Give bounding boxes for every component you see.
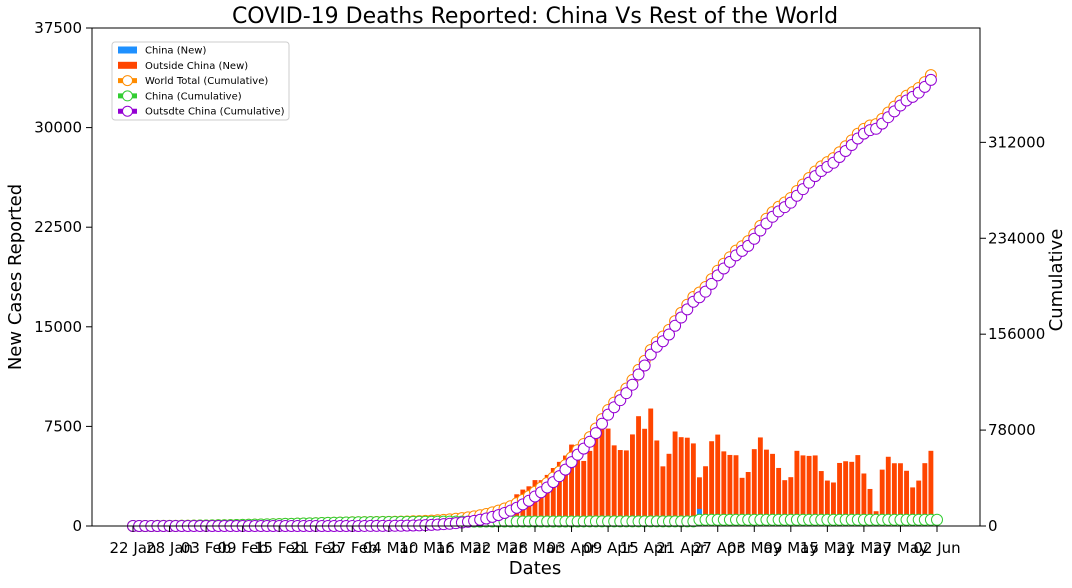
bar-outside-china-new (624, 450, 629, 526)
legend-swatch-china-new (118, 47, 137, 54)
legend-label-world-total-cumulative: World Total (Cumulative) (145, 76, 268, 87)
bar-outside-china-new (593, 433, 598, 526)
legend-label-outside-china-new: Outside China (New) (145, 61, 248, 72)
y-axis-right-title: Cumulative (1046, 229, 1067, 332)
bar-outside-china-new (715, 435, 720, 526)
bar-outside-china-new (758, 437, 763, 526)
legend-marker-world-total-cumulative (123, 76, 133, 86)
legend-label-china-cumulative: China (Cumulative) (145, 91, 242, 102)
bar-outside-china-new (648, 409, 653, 526)
y-tick-label: 22500 (34, 218, 82, 236)
bar-outside-china-new (642, 429, 647, 526)
bar-outside-china-new (587, 451, 592, 526)
y-tick-label: 7500 (44, 417, 82, 435)
bar-outside-china-new (679, 437, 684, 526)
y-tick-label: 0 (72, 517, 82, 535)
y-right-tick-label: 0 (988, 517, 998, 535)
bar-outside-china-new (600, 425, 605, 526)
y-right-tick-label: 234000 (988, 229, 1045, 247)
outside-china-cumulative-marker (639, 360, 650, 371)
x-tick-label: 02 Jun (913, 539, 960, 557)
legend-marker-outside-china-cumulative (123, 106, 133, 116)
y-right-tick-label: 156000 (988, 325, 1045, 343)
y-tick-label: 30000 (34, 119, 82, 137)
bar-outside-china-new (654, 440, 659, 526)
bar-outside-china-new (630, 434, 635, 526)
bar-outside-china-new (691, 443, 696, 526)
bar-outside-china-new (606, 429, 611, 526)
legend-label-outside-china-cumulative: Outsdte China (Cumulative) (145, 107, 285, 118)
legend-marker-china-cumulative (123, 91, 133, 101)
y-tick-label: 37500 (34, 19, 82, 37)
legend: China (New) Outside China (New) World Tota… (112, 42, 289, 120)
x-axis-title: Dates (509, 558, 561, 579)
outside-china-cumulative-marker (925, 74, 936, 85)
legend-label-china-new: China (New) (145, 46, 206, 57)
bar-outside-china-new (612, 445, 617, 526)
bar-outside-china-new (709, 441, 714, 526)
china-cumulative-marker (932, 514, 943, 525)
bar-outside-china-new (673, 432, 678, 527)
outside-china-cumulative-marker (627, 379, 638, 390)
y-tick-label: 15000 (34, 318, 82, 336)
bar-outside-china-new (667, 454, 672, 526)
legend-swatch-outside-china-new (118, 62, 137, 69)
y-right-tick-label: 312000 (988, 133, 1045, 151)
y-right-tick-label: 78000 (988, 421, 1036, 439)
bar-outside-china-new (636, 416, 641, 526)
chart-title: COVID-19 Deaths Reported: China Vs Rest … (232, 4, 838, 29)
bar-outside-china-new (618, 450, 623, 526)
y-axis-title: New Cases Reported (5, 184, 26, 370)
bar-outside-china-new (685, 438, 690, 526)
